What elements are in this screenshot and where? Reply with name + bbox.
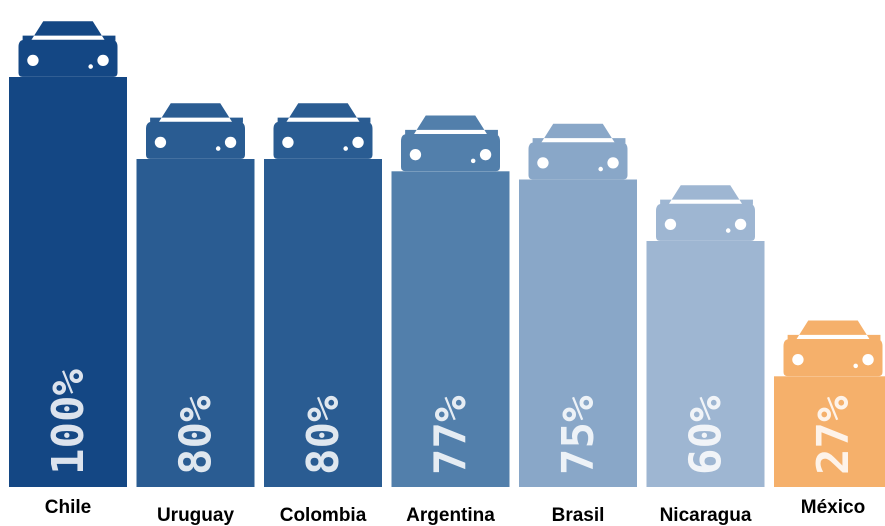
bar-uruguay [136,159,255,487]
category-label: México [801,497,865,518]
bar-argentina [391,171,510,488]
bar-méxico [774,376,885,487]
bar-value-label: 60% [681,395,732,475]
car-icon [528,123,628,180]
bar-value-label: 80% [171,395,222,475]
bar-value-label: 80% [298,395,349,475]
category-label: Colombia [280,505,367,526]
bar-value-label: 100% [43,369,94,475]
category-label: Chile [45,497,91,518]
bar-brasil [519,179,637,487]
category-labels-layer: Chile Uruguay Colombia Argentina Brasil Nicar… [45,497,865,526]
car-icon [273,103,373,159]
bar-nicaragua [646,241,765,487]
bar-value-label: 75% [553,395,604,475]
value-labels-layer: 100% 80% 80% 77% 75% 60% 27% [43,369,859,475]
bar-value-label: 77% [426,395,477,475]
car-icon [18,21,118,77]
category-label: Argentina [406,505,495,526]
category-label: Brasil [552,505,605,526]
car-icon [401,115,500,172]
category-label: Nicaragua [660,505,752,526]
bar-chile [9,77,127,487]
car-icon [656,185,755,241]
bar-colombia [264,159,382,487]
category-label: Uruguay [157,505,235,526]
car-icon [146,103,245,159]
bar-value-label: 27% [808,395,859,475]
car-icon [783,320,883,377]
bars-layer [9,77,885,488]
